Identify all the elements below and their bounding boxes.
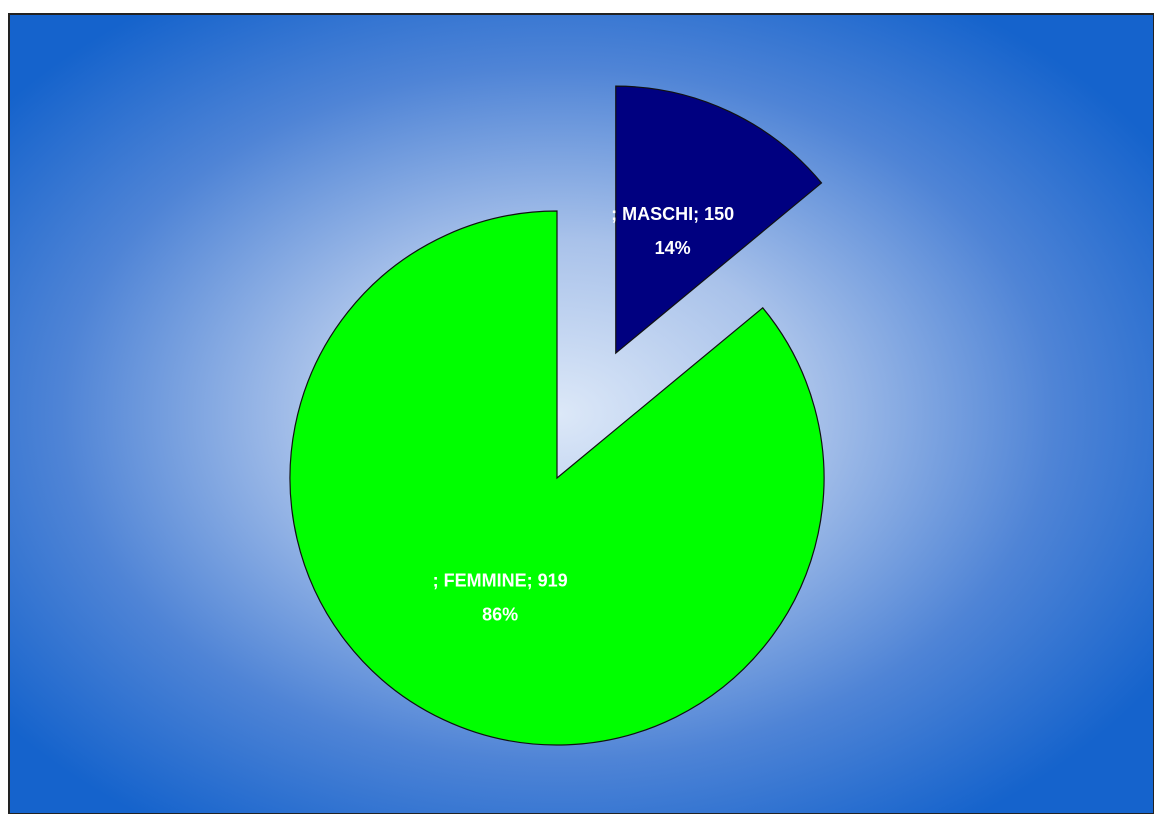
slice-value-label: 14%	[655, 238, 691, 258]
slice-value-label: 86%	[482, 605, 518, 625]
slice-label: ; MASCHI; 150	[611, 204, 734, 224]
pie-slice	[289, 210, 825, 746]
slice-label: ; FEMMINE; 919	[433, 571, 568, 591]
pie-slice	[615, 85, 823, 355]
